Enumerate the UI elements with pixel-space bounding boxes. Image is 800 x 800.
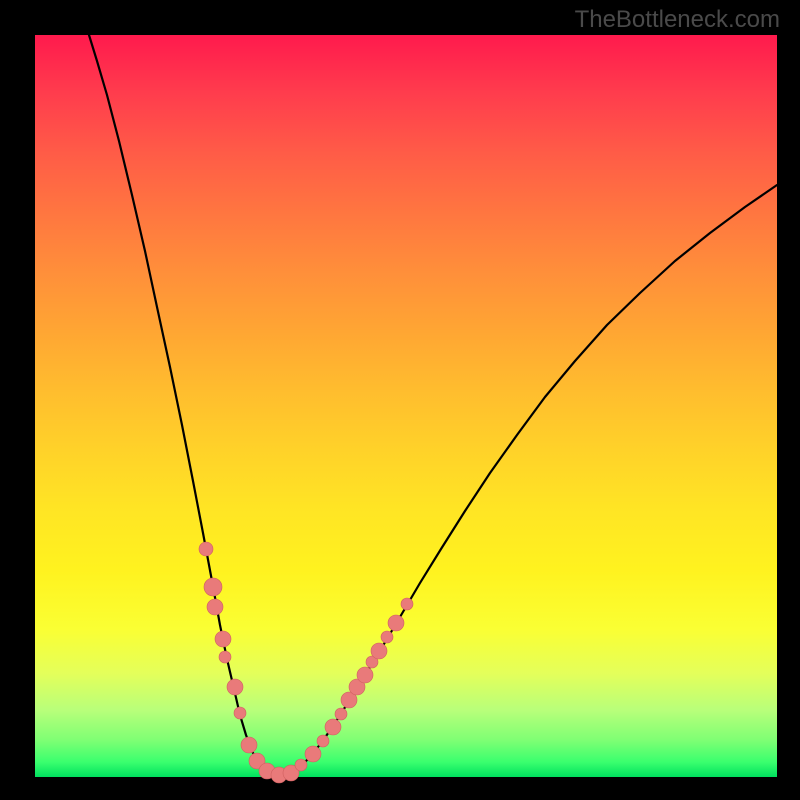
curve-marker: [388, 615, 404, 631]
curve-marker: [204, 578, 222, 596]
curve-marker: [207, 599, 223, 615]
curve-marker: [317, 735, 329, 747]
curve-marker: [305, 746, 321, 762]
v-curve-line: [89, 35, 777, 775]
curve-marker: [335, 708, 347, 720]
chart-plot-area: [35, 35, 777, 777]
curve-marker: [381, 631, 393, 643]
curve-marker: [227, 679, 243, 695]
curve-marker: [371, 643, 387, 659]
curve-marker: [219, 651, 231, 663]
curve-marker: [401, 598, 413, 610]
curve-marker: [215, 631, 231, 647]
curve-marker: [241, 737, 257, 753]
chart-svg-layer: [35, 35, 777, 777]
curve-marker: [234, 707, 246, 719]
curve-marker: [295, 759, 307, 771]
curve-marker: [325, 719, 341, 735]
watermark-text: TheBottleneck.com: [575, 6, 780, 34]
curve-markers-group: [199, 542, 413, 783]
curve-marker: [357, 667, 373, 683]
curve-marker: [199, 542, 213, 556]
